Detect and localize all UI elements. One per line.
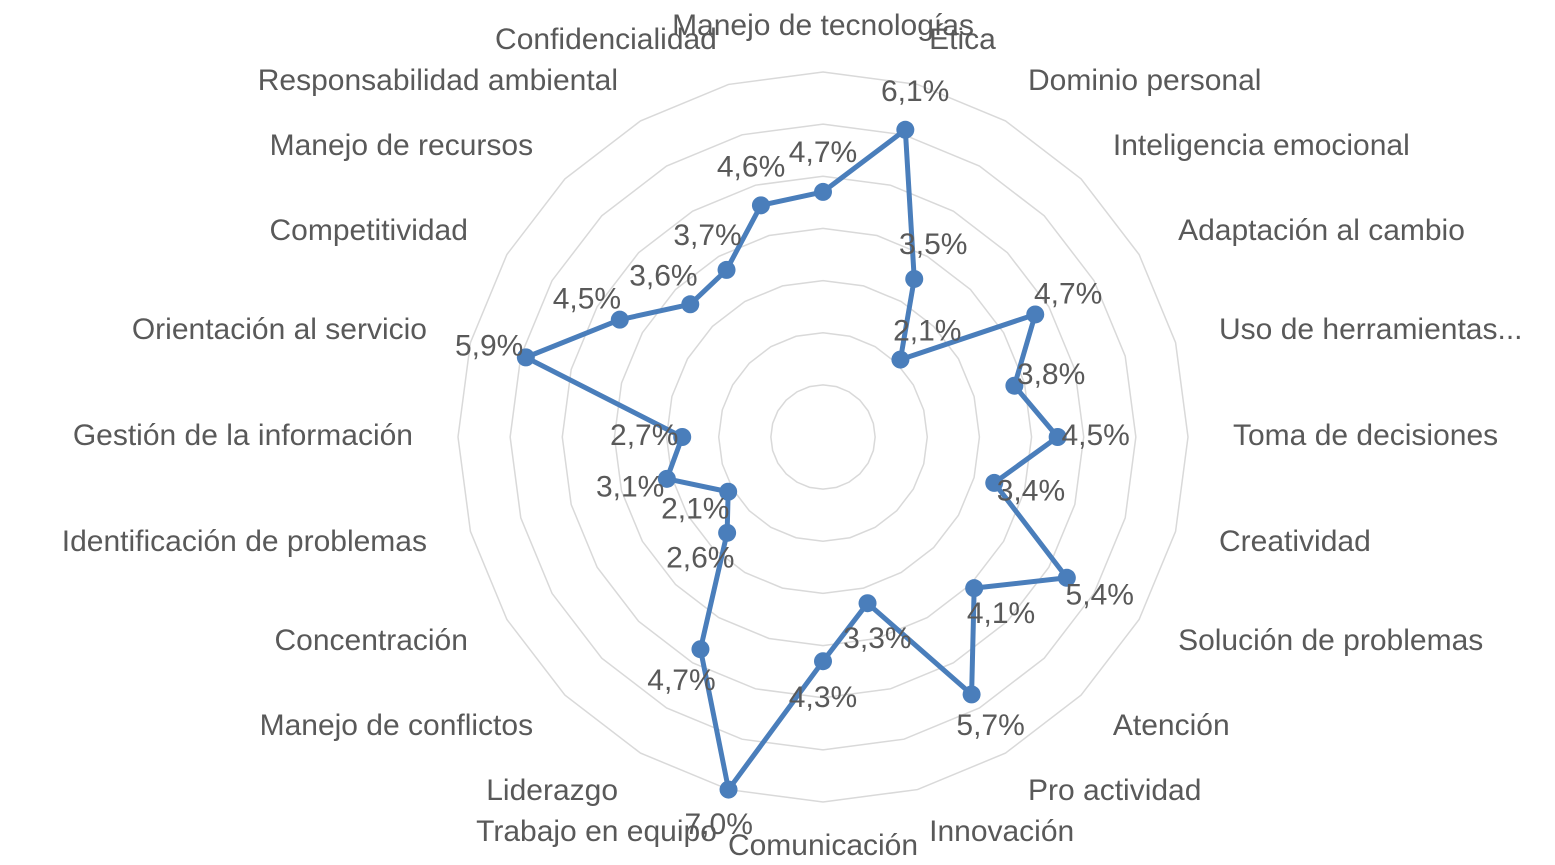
category-label: Identificación de problemas (62, 525, 427, 558)
marker (673, 428, 692, 446)
category-label: Responsabilidad ambiental (258, 64, 618, 97)
data-label: 4,5% (553, 283, 621, 316)
marker (681, 295, 700, 314)
category-label: Liderazgo (486, 774, 618, 807)
category-label: Comunicación (728, 829, 918, 862)
data-label: 3,3% (843, 622, 911, 655)
data-label: 7,0% (685, 808, 753, 841)
data-label: 5,4% (1066, 579, 1134, 612)
category-label: Toma de decisiones (1233, 419, 1498, 452)
marker (1057, 568, 1076, 587)
category-label: Manejo de recursos (270, 129, 533, 162)
category-label: Trabajo en equipo (476, 815, 717, 848)
grid-ring (665, 279, 981, 595)
grid-ring (509, 123, 1137, 751)
category-label: Manejo de conflictos (260, 709, 534, 742)
data-label: 4,6% (717, 151, 785, 184)
category-label: Competitividad (269, 214, 467, 247)
data-label: 2,7% (610, 419, 678, 452)
marker (516, 348, 535, 367)
marker (896, 120, 915, 139)
category-label: Concentración (274, 624, 467, 657)
category-label: Orientación al servicio (132, 313, 427, 346)
data-label: 3,4% (997, 475, 1065, 508)
data-label: 4,1% (967, 597, 1035, 630)
grid-ring (561, 175, 1085, 699)
marker (891, 350, 910, 369)
data-label: 2,1% (661, 493, 729, 526)
category-label: Solución de problemas (1178, 624, 1483, 657)
grid-ring (717, 331, 929, 543)
data-label: 5,9% (455, 329, 523, 362)
category-label: Adaptación al cambio (1178, 214, 1465, 247)
data-label: 2,1% (893, 315, 961, 348)
marker (858, 594, 877, 613)
marker (657, 469, 676, 488)
category-label: Manejo de tecnologías (672, 9, 974, 42)
data-label: 6,1% (881, 75, 949, 108)
marker (814, 652, 832, 671)
category-label: Uso de herramientas... (1219, 313, 1522, 346)
data-label: 3,7% (673, 219, 741, 252)
data-label: 4,7% (789, 136, 857, 169)
category-label: Inteligencia emocional (1113, 129, 1410, 162)
marker (719, 482, 738, 501)
marker (1005, 376, 1024, 395)
marker (814, 182, 832, 201)
category-label: Ética (929, 23, 996, 56)
category-label: Atención (1113, 709, 1230, 742)
data-label: 4,5% (1061, 419, 1129, 452)
data-label: 4,3% (789, 681, 857, 714)
data-label: 5,7% (956, 709, 1024, 742)
category-label: Pro actividad (1028, 774, 1201, 807)
marker (1026, 305, 1045, 324)
category-label: Confidencialidad (495, 23, 717, 56)
grid-ring (770, 384, 876, 490)
marker (718, 523, 737, 542)
category-label: Creatividad (1219, 525, 1371, 558)
marker (1048, 428, 1067, 446)
data-label: 3,8% (1017, 358, 1085, 391)
marker (691, 640, 710, 659)
grid-ring (613, 227, 1033, 647)
marker (905, 269, 924, 288)
marker (717, 260, 736, 279)
grid-ring (457, 71, 1189, 803)
data-label: 2,6% (666, 542, 734, 575)
marker (965, 579, 984, 598)
data-label: 3,1% (596, 471, 664, 504)
data-label: 3,5% (899, 228, 967, 261)
data-label: 3,6% (629, 259, 697, 292)
category-label: Innovación (929, 815, 1074, 848)
data-label: 4,7% (647, 664, 715, 697)
marker (719, 780, 738, 799)
marker (610, 310, 629, 329)
category-label: Gestión de la información (73, 419, 413, 452)
marker (751, 196, 770, 215)
marker (985, 473, 1004, 492)
category-label: Dominio personal (1028, 64, 1261, 97)
data-label: 4,7% (1034, 277, 1102, 310)
marker (962, 685, 981, 704)
